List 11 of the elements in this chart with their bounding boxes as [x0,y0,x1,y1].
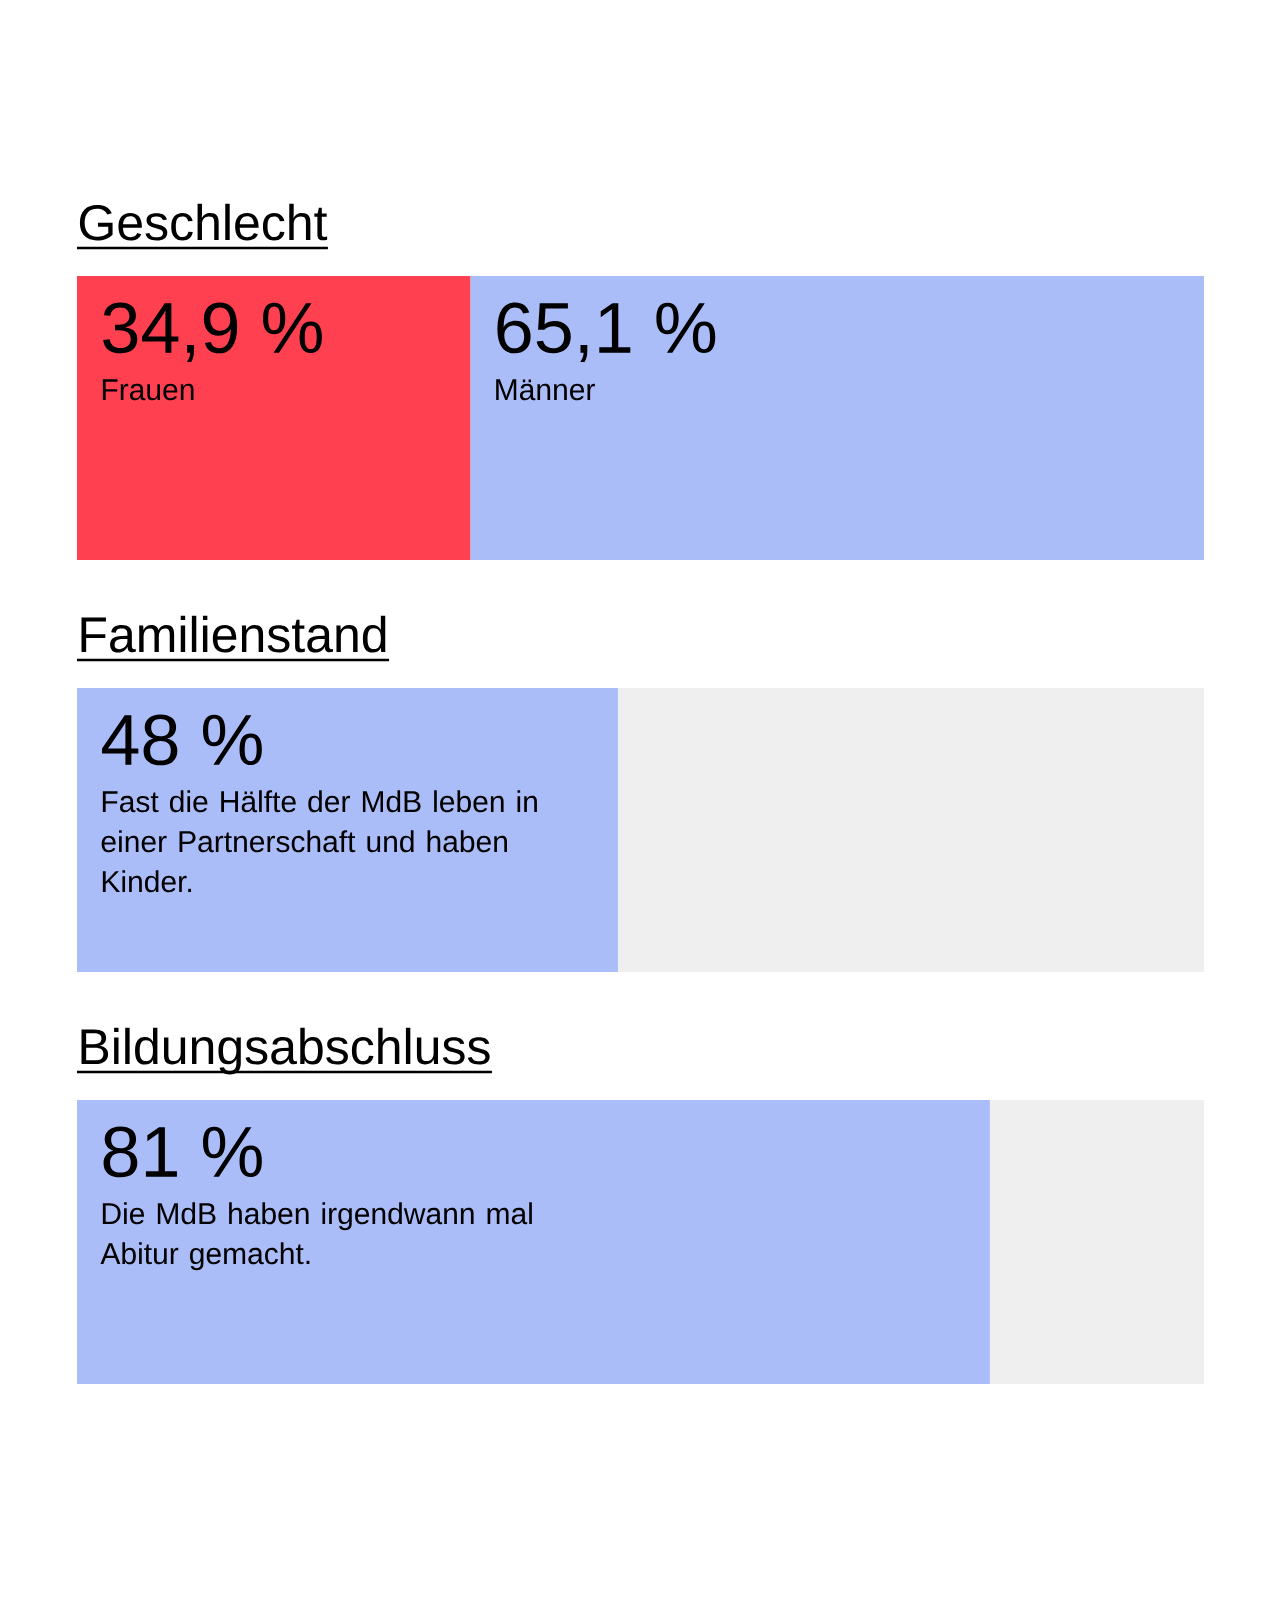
data-label: 81 % [103,1126,262,1178]
chart-title: Bildungsabschluss [81,1027,490,1075]
chart-title: Geschlecht [79,203,328,241]
chart-title: Familienstand [81,615,386,653]
data-label: 65,1 % [497,302,716,362]
annotation: Die MdB haben irgendwann mal Abitur gemacht. [100,1202,532,1271]
data-label: 48 % [102,714,262,766]
series-label: Männer [496,379,595,401]
series-label: Frauen [102,379,194,401]
annotation: Fast die Hälfte der MdB leben in einer Partnerschaft und haben Kinder. [101,790,537,893]
data-label: 34,9 % [103,302,322,362]
